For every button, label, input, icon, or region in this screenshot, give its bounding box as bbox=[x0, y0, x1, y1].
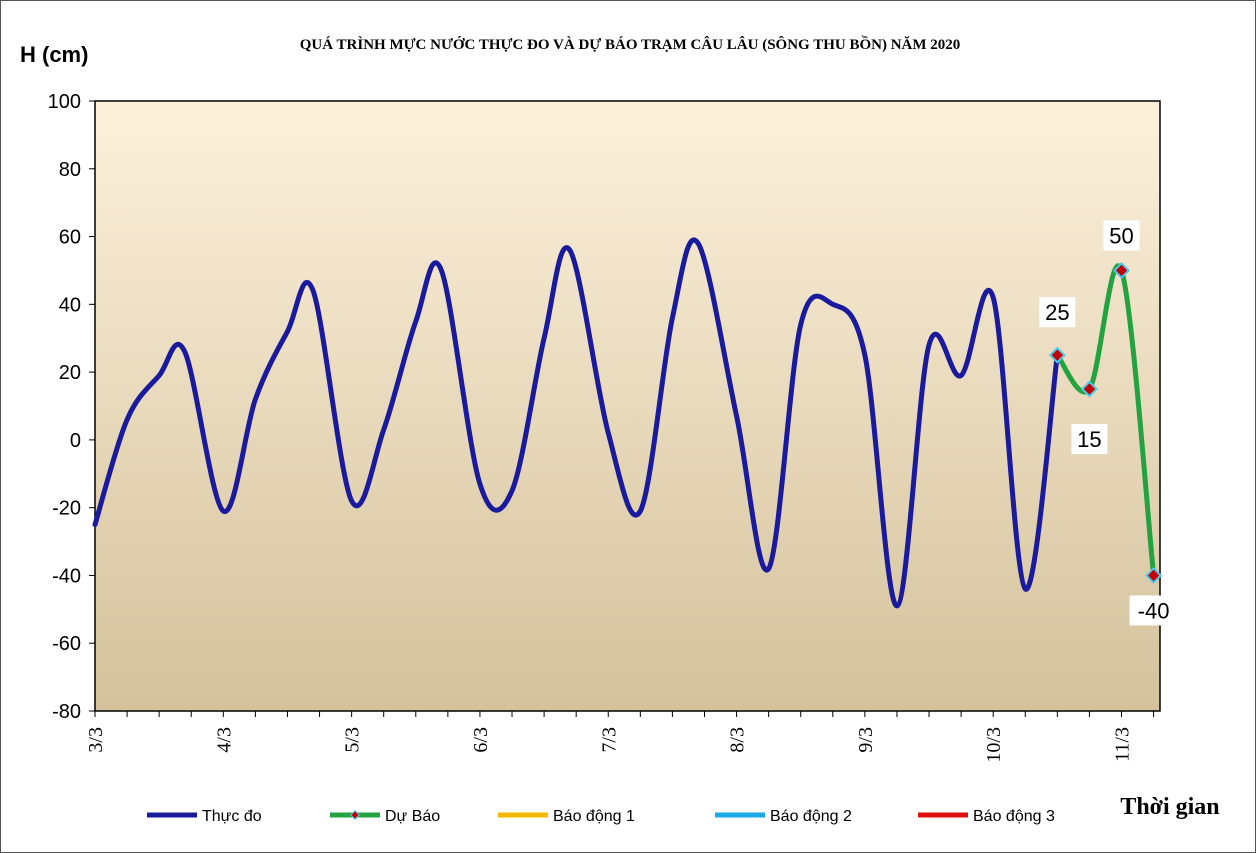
legend-label: Dự Báo bbox=[385, 808, 440, 825]
series-line-0 bbox=[92, 237, 1060, 609]
y-tick-label: 60 bbox=[59, 227, 81, 249]
y-tick-label: 20 bbox=[59, 362, 81, 384]
y-tick-label: 0 bbox=[70, 430, 81, 452]
legend: Thực đo Dự Báo Báo động 1 Báo động 2 Báo độn… bbox=[147, 808, 1055, 825]
forecast-marker bbox=[1048, 346, 1066, 364]
forecast-marker bbox=[1113, 261, 1130, 279]
x-tick-label: 7/3 bbox=[598, 727, 620, 753]
legend-label: Thực đo bbox=[202, 808, 262, 825]
data-label-bg bbox=[1129, 595, 1178, 626]
x-tick-label: 6/3 bbox=[470, 727, 492, 753]
y-axis: 100 80 60 40 20 0 -20 -40 -60 -80 bbox=[48, 91, 95, 723]
x-tick-label: 9/3 bbox=[855, 727, 877, 753]
forecast-marker bbox=[1080, 380, 1098, 398]
forecast-marker bbox=[1145, 566, 1163, 584]
x-axis: 3/3 4/3 5/3 6/3 7/3 8/3 9/3 10/3 11/3 bbox=[85, 711, 1155, 763]
legend-label: Báo động 1 bbox=[553, 808, 635, 825]
legend-label: Báo động 2 bbox=[770, 808, 852, 825]
data-label-bg bbox=[1071, 424, 1108, 455]
y-tick-label: -40 bbox=[52, 565, 81, 587]
data-label-layer: 25 15 50 -40 bbox=[1039, 220, 1178, 626]
legend-marker bbox=[350, 810, 360, 820]
data-label-bg bbox=[1039, 297, 1076, 328]
x-tick-label: 3/3 bbox=[85, 727, 107, 753]
plot-area bbox=[94, 100, 1161, 712]
x-tick-label: 4/3 bbox=[213, 727, 235, 753]
y-tick-label: -60 bbox=[52, 633, 81, 655]
x-tick-label: 10/3 bbox=[983, 727, 1005, 763]
x-axis-label: Thời gian bbox=[1120, 794, 1219, 820]
legend-label: Báo động 3 bbox=[973, 808, 1055, 825]
y-tick-label: -80 bbox=[52, 701, 81, 723]
y-axis-label: H (cm) bbox=[20, 42, 88, 67]
chart-title: QUÁ TRÌNH MỰC NƯỚC THỰC ĐO VÀ DỰ BÁO TRẠ… bbox=[300, 35, 961, 53]
data-label: 25 bbox=[1045, 300, 1069, 325]
data-label: 15 bbox=[1077, 427, 1101, 452]
data-label-bg bbox=[1103, 220, 1140, 251]
data-label: -40 bbox=[1138, 598, 1170, 623]
x-tick-label: 8/3 bbox=[727, 727, 749, 753]
marker-layer bbox=[1048, 261, 1163, 584]
data-label: 50 bbox=[1109, 223, 1133, 248]
y-tick-label: -20 bbox=[52, 498, 81, 520]
x-tick-label: 5/3 bbox=[342, 727, 364, 753]
y-tick-label: 80 bbox=[59, 159, 81, 181]
y-tick-label: 100 bbox=[48, 91, 81, 113]
y-tick-label: 40 bbox=[59, 294, 81, 316]
x-tick-label: 11/3 bbox=[1112, 727, 1134, 762]
